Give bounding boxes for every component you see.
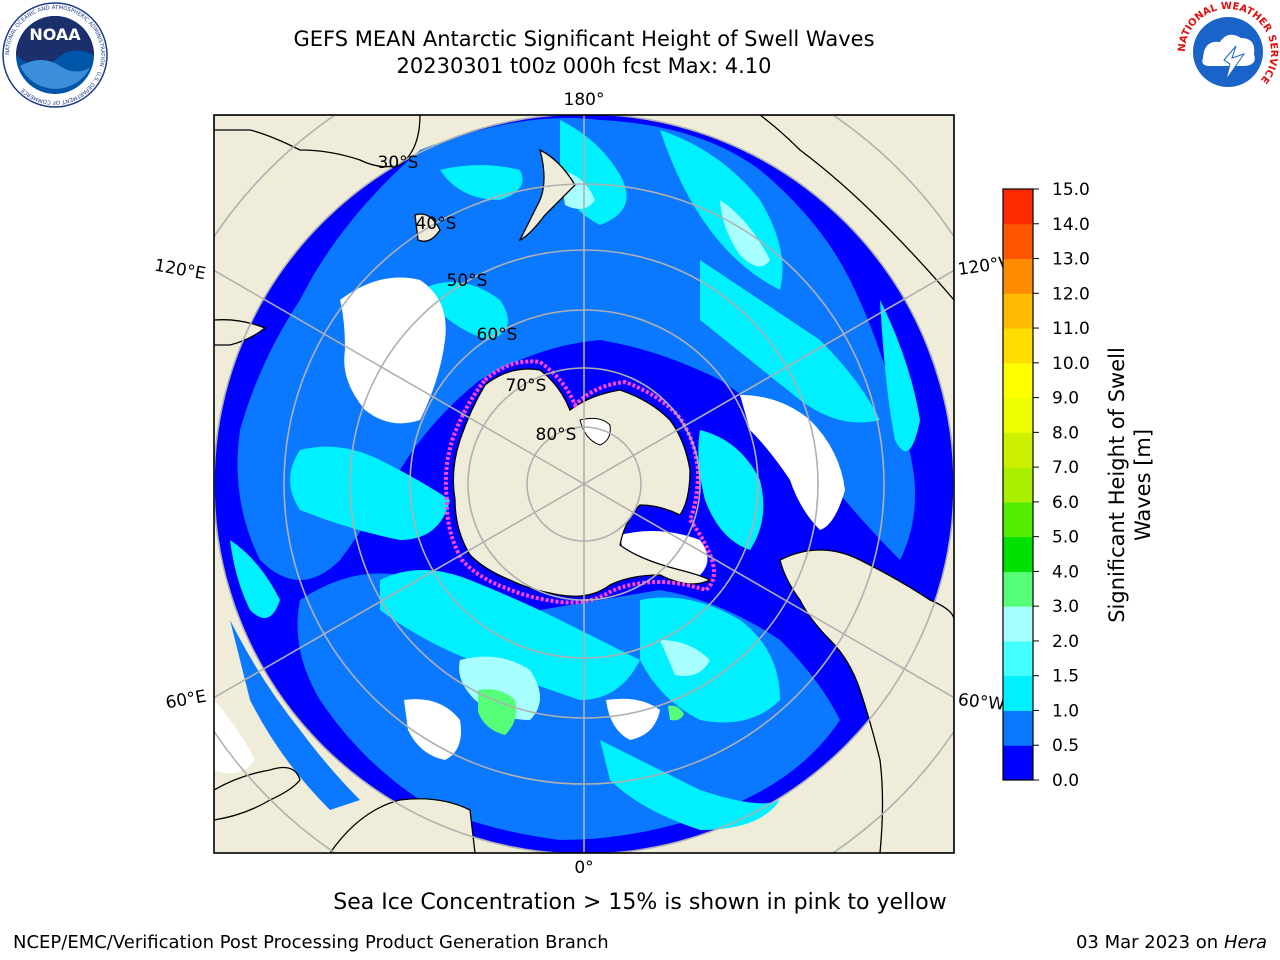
land-masses: [214, 115, 954, 853]
footer-machine: Hera: [1223, 932, 1267, 953]
lat-label-30s: 30°S: [378, 153, 419, 173]
lat-label-80s: 80°S: [536, 425, 577, 445]
lon-label-60w: 60°W: [957, 690, 1006, 715]
colorbar-tick-label: 12.0: [1052, 284, 1090, 304]
ice-shelf: [579, 417, 611, 446]
colorbar-tick-label: 7.0: [1052, 458, 1079, 478]
colorbar-tick-label: 0.0: [1052, 771, 1079, 791]
colorbar-tick-label: 5.0: [1052, 528, 1079, 548]
colorbar-label-line2: Waves [m]: [1131, 429, 1155, 541]
sea-ice-edge: [443, 359, 716, 605]
colorbar-segment: [1003, 536, 1033, 572]
colorbar-segment: [1003, 258, 1033, 294]
colorbar-segments: [1003, 189, 1033, 781]
noaa-logo: NOAA NATIONAL OCEANIC AND ATMOSPHERIC AD…: [2, 2, 108, 108]
footer-branch: NCEP/EMC/Verification Post Processing Pr…: [13, 932, 609, 953]
colorbar-tick-label: 3.0: [1052, 597, 1079, 617]
colorbar-segment: [1003, 501, 1033, 538]
lat-label-60s: 60°S: [477, 325, 518, 345]
colorbar-tick-label: 4.0: [1052, 562, 1079, 582]
colorbar: 0.0 0.5 1.0 1.5 2.0 3.0 4.0 5.0 6.0 7.0 8.0 9.0 10.0…: [1002, 180, 1155, 791]
swell-high-areas: [478, 689, 684, 735]
colorbar-segment: [1003, 328, 1033, 364]
colorbar-tick-label: 6.0: [1052, 493, 1079, 513]
colorbar-label-line1: Significant Height of Swell: [1105, 347, 1129, 623]
swell-light-areas: [230, 120, 920, 830]
colorbar-segment: [1003, 223, 1033, 260]
colorbar-frame: [1002, 188, 1034, 781]
chart-title: GEFS MEAN Antarctic Significant Height o…: [293, 27, 875, 51]
colorbar-segment: [1003, 675, 1033, 711]
lat-label-50s: 50°S: [447, 271, 488, 291]
colorbar-tick-label: 9.0: [1052, 389, 1079, 409]
colorbar-tick-label: 15.0: [1052, 180, 1090, 200]
swell-lighter-areas: [459, 170, 770, 720]
lon-label-60e: 60°E: [164, 687, 208, 714]
colorbar-tick-label: 0.5: [1052, 736, 1079, 756]
map-frame: [213, 114, 955, 854]
sea-ice-note: Sea Ice Concentration > 15% is shown in …: [333, 890, 947, 915]
colorbar-tick-label: 2.0: [1052, 632, 1079, 652]
colorbar-tick-label: 10.0: [1052, 354, 1090, 374]
colorbar-segment: [1003, 606, 1033, 642]
colorbar-ticks: 0.0 0.5 1.0 1.5 2.0 3.0 4.0 5.0 6.0 7.0 8.0 9.0 10.0…: [1033, 180, 1090, 791]
colorbar-tick-label: 14.0: [1052, 215, 1090, 235]
nws-logo: NATIONAL WEATHER SERVICE: [1177, 1, 1279, 102]
lat-label-70s: 70°S: [506, 376, 547, 396]
colorbar-segment: [1003, 362, 1033, 399]
chart-subtitle: 20230301 t00z 000h fcst Max: 4.10: [396, 54, 772, 78]
noaa-logo-text: NOAA: [29, 25, 81, 44]
colorbar-segment: [1003, 432, 1033, 468]
colorbar-tick-label: 1.0: [1052, 701, 1079, 721]
lon-label-180: 180°: [564, 90, 605, 110]
lon-label-0: 0°: [574, 858, 593, 878]
colorbar-segment: [1003, 467, 1033, 503]
colorbar-tick-label: 11.0: [1052, 319, 1090, 339]
graticule: [214, 115, 954, 853]
lon-label-120e: 120°E: [153, 256, 207, 285]
colorbar-segment: [1003, 640, 1033, 677]
colorbar-segment: [1003, 293, 1033, 329]
colorbar-segment: [1003, 571, 1033, 607]
colorbar-segment: [1003, 189, 1033, 225]
colorbar-tick-label: 13.0: [1052, 250, 1090, 270]
colorbar-tick-label: 8.0: [1052, 423, 1079, 443]
footer-date: 03 Mar 2023 on Hera: [1076, 932, 1267, 953]
colorbar-segment: [1003, 710, 1033, 746]
colorbar-segment: [1003, 745, 1033, 781]
colorbar-tick-label: 1.5: [1052, 667, 1079, 687]
lat-label-40s: 40°S: [416, 214, 457, 234]
ice-patches: [214, 277, 845, 774]
colorbar-segment: [1003, 397, 1033, 433]
footer-date-text: 03 Mar 2023 on: [1075, 932, 1219, 953]
